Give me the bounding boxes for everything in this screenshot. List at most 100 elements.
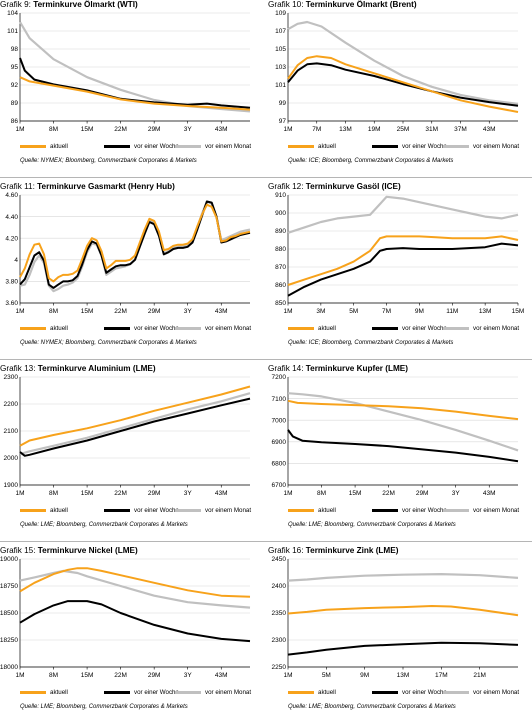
legend-label: vor einem Monat	[205, 689, 252, 696]
y-tick-label: 104	[7, 10, 18, 17]
chart-title: Grafik 13: Terminkurve Aluminium (LME)	[0, 364, 156, 373]
source-note: Quelle: ICE; Bloomberg, Commerzbank Corp…	[288, 340, 454, 346]
legend-swatch	[443, 145, 469, 148]
legend-item: vor einem Monat	[175, 325, 251, 332]
x-tick-label: 3M	[316, 308, 325, 315]
legend-swatch	[288, 691, 314, 694]
legend-label: vor einem Monat	[205, 325, 252, 332]
legend-label: vor einer Woche	[134, 507, 179, 514]
legend-item: aktuell	[288, 507, 336, 514]
legend-swatch	[288, 509, 314, 512]
y-tick-label: 2250	[272, 664, 287, 671]
x-tick-label: 22M	[114, 308, 127, 315]
y-tick-label: 900	[275, 210, 286, 217]
chart-title-text: Terminkurve Kupfer (LME)	[303, 364, 408, 373]
legend-label: vor einem Monat	[473, 143, 520, 150]
y-tick-label: 2450	[272, 556, 287, 563]
series-line-aktuell	[19, 76, 251, 111]
series-line-aktuell	[287, 399, 519, 421]
legend-item: vor einer Woche	[372, 689, 447, 696]
legend: aktuell vor einer Woche vor einem Monat	[0, 143, 258, 157]
chart-svg: 6700 6800 6900 7000 7100 7200 1M 8M 15M 22M 29M 3Y 4…	[272, 374, 519, 497]
y-tick-label: 86	[11, 118, 19, 125]
y-tick-label: 2300	[272, 637, 287, 644]
x-tick-label: 1M	[15, 308, 24, 315]
legend-item: aktuell	[288, 325, 336, 332]
legend-swatch	[104, 509, 130, 512]
x-tick-label: 22M	[382, 490, 395, 497]
y-tick-label: 2400	[272, 583, 287, 590]
chart-panel-14: Grafik 14: Terminkurve Kupfer (LME) 6700 6…	[268, 364, 526, 540]
x-tick-label: 5M	[349, 308, 358, 315]
x-tick-label: 3Y	[184, 672, 193, 679]
x-tick-label: 8M	[49, 490, 58, 497]
y-tick-label: 1900	[4, 482, 19, 489]
chart-title-text: Terminkurve Gasmarkt (Henry Hub)	[34, 182, 175, 191]
legend-label: aktuell	[318, 325, 336, 332]
series-line-aktuell	[19, 567, 251, 598]
legend-item: aktuell	[20, 325, 68, 332]
legend: aktuell vor einer Woche vor einem Monat	[268, 143, 526, 157]
x-tick-label: 5M	[322, 672, 331, 679]
legend-label: vor einer Woche	[134, 689, 179, 696]
legend-swatch	[20, 509, 46, 512]
chart-title-text: Terminkurve Zink (LME)	[303, 546, 399, 555]
x-tick-label: 13M	[479, 308, 492, 315]
x-tick-label: 43M	[483, 490, 496, 497]
row-divider	[0, 359, 532, 360]
chart-panel-10: Grafik 10: Terminkurve Ölmarkt (Brent) 97…	[268, 0, 526, 176]
legend-swatch	[104, 327, 130, 330]
x-tick-label: 8M	[49, 308, 58, 315]
y-tick-label: 99	[279, 100, 287, 107]
legend-swatch	[175, 509, 201, 512]
legend-item: vor einer Woche	[372, 325, 447, 332]
x-tick-label: 9M	[360, 672, 369, 679]
y-tick-label: 19000	[0, 556, 18, 563]
y-tick-label: 3.60	[5, 300, 18, 307]
series-line-aktuell	[19, 385, 251, 447]
legend-label: aktuell	[50, 325, 68, 332]
y-tick-label: 7100	[272, 396, 287, 403]
y-tick-label: 97	[279, 118, 287, 125]
legend-item: vor einer Woche	[372, 507, 447, 514]
chart-number: Grafik 13:	[0, 364, 36, 373]
y-tick-label: 850	[275, 300, 286, 307]
legend-item: vor einer Woche	[104, 143, 179, 150]
legend-label: vor einem Monat	[205, 507, 252, 514]
legend-item: vor einem Monat	[175, 143, 251, 150]
legend: aktuell vor einer Woche vor einem Monat	[0, 507, 258, 521]
x-tick-label: 11M	[446, 308, 458, 315]
chart-title: Grafik 14: Terminkurve Kupfer (LME)	[268, 364, 408, 373]
x-tick-label: 43M	[483, 126, 496, 133]
legend-swatch	[104, 691, 130, 694]
legend-swatch	[20, 145, 46, 148]
x-tick-label: 1M	[283, 308, 292, 315]
x-tick-label: 1M	[283, 126, 292, 133]
chart-title: Grafik 15: Terminkurve Nickel (LME)	[0, 546, 138, 555]
legend-label: aktuell	[318, 143, 336, 150]
legend-item: aktuell	[20, 689, 68, 696]
legend-swatch	[20, 327, 46, 330]
x-tick-label: 22M	[114, 490, 127, 497]
x-tick-label: 22M	[114, 672, 127, 679]
series-line-vor-einer-woche	[287, 641, 519, 656]
x-tick-label: 29M	[416, 490, 429, 497]
chart-svg: 97 99 101 103 105 107 109 1M 7M 13M 19M 25M 31M 37M 43…	[275, 10, 519, 133]
series-line-vor-einem-monat	[287, 195, 519, 234]
legend-label: vor einer Woche	[402, 689, 447, 696]
y-tick-label: 18250	[0, 637, 18, 644]
x-tick-label: 13M	[397, 672, 410, 679]
legend-swatch	[443, 691, 469, 694]
chart-panel-12: Grafik 12: Terminkurve Gasöl (ICE) 850 860…	[268, 182, 526, 358]
source-note: Quelle: LME; Bloomberg, Commerzbank Corp…	[288, 704, 456, 710]
legend-swatch	[288, 145, 314, 148]
x-tick-label: 15M	[81, 672, 94, 679]
chart-title-text: Terminkurve Aluminium (LME)	[35, 364, 156, 373]
y-tick-label: 4	[14, 257, 18, 264]
legend-label: vor einem Monat	[473, 507, 520, 514]
x-tick-label: 3Y	[184, 308, 193, 315]
x-tick-label: 43M	[215, 490, 228, 497]
legend: aktuell vor einer Woche vor einem Monat	[0, 325, 258, 339]
series-line-vor-einer-woche	[19, 600, 251, 643]
legend-item: aktuell	[20, 507, 68, 514]
